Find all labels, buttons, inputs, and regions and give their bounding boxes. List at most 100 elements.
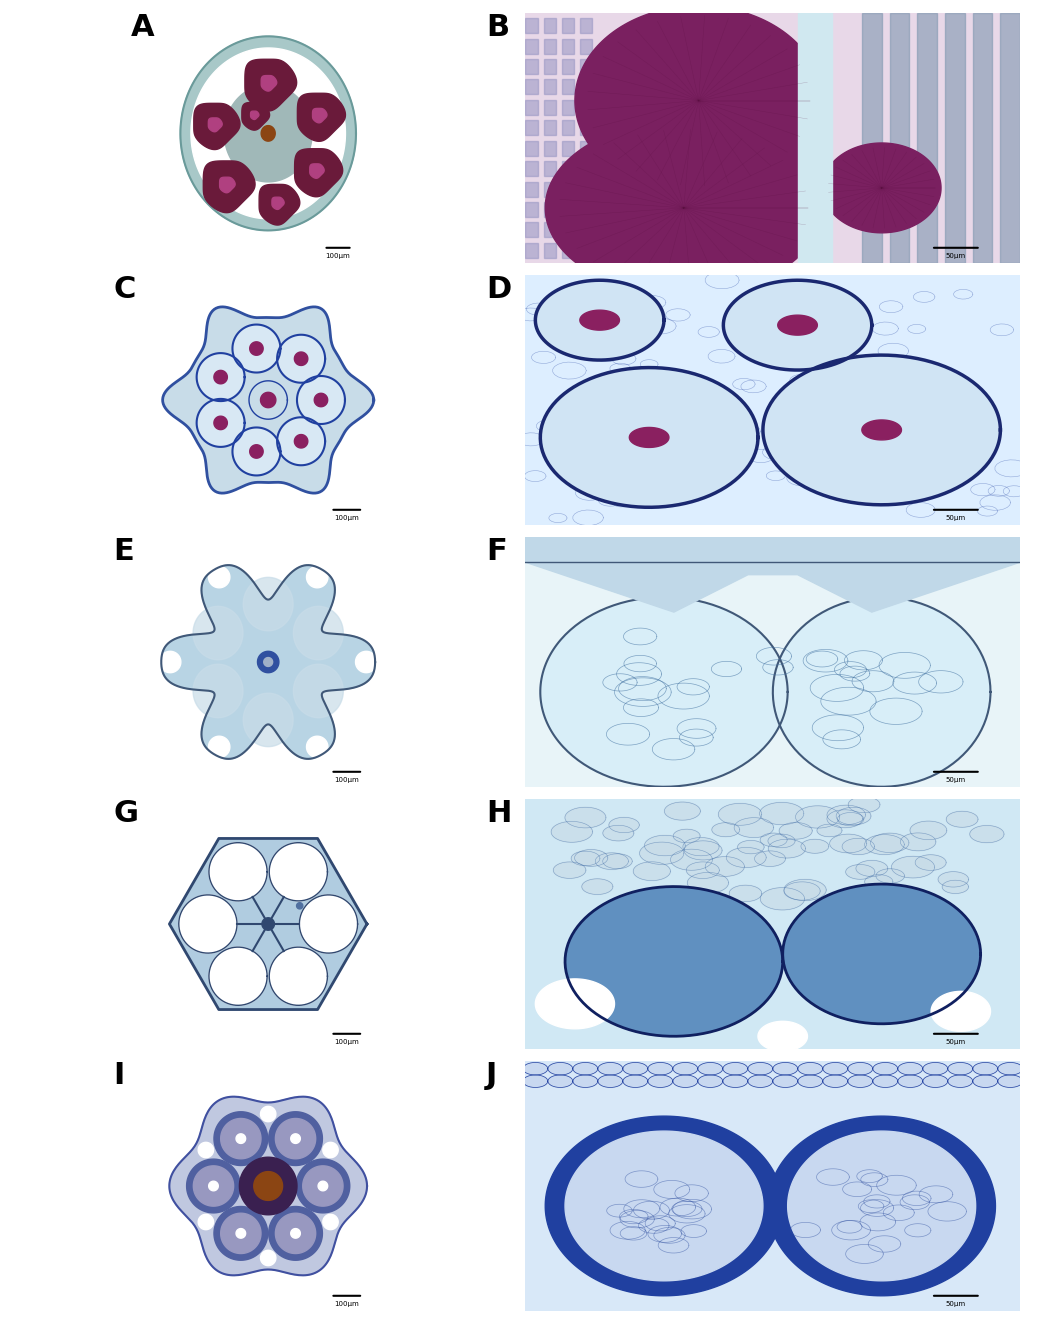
Polygon shape xyxy=(722,1062,747,1075)
Polygon shape xyxy=(523,1062,548,1075)
Text: 50μm: 50μm xyxy=(946,1039,966,1045)
Polygon shape xyxy=(194,103,240,150)
Polygon shape xyxy=(772,597,990,786)
Bar xyxy=(543,120,556,135)
Bar xyxy=(526,120,538,135)
Polygon shape xyxy=(306,736,328,757)
Polygon shape xyxy=(263,658,273,666)
Polygon shape xyxy=(224,85,312,181)
Polygon shape xyxy=(603,825,634,841)
Polygon shape xyxy=(239,1157,297,1215)
Bar xyxy=(526,162,538,176)
Polygon shape xyxy=(734,818,773,838)
Polygon shape xyxy=(948,1062,972,1075)
Polygon shape xyxy=(848,1062,872,1075)
Polygon shape xyxy=(760,887,805,910)
Polygon shape xyxy=(747,1075,772,1087)
Bar xyxy=(580,140,592,156)
Polygon shape xyxy=(323,1214,338,1230)
Bar xyxy=(562,60,574,74)
Polygon shape xyxy=(862,13,882,262)
Polygon shape xyxy=(873,1062,897,1075)
Polygon shape xyxy=(232,428,280,475)
Polygon shape xyxy=(272,197,284,209)
Polygon shape xyxy=(915,855,946,870)
Polygon shape xyxy=(697,1075,722,1087)
Bar xyxy=(526,140,538,156)
Polygon shape xyxy=(526,1062,1020,1311)
Bar xyxy=(526,19,538,33)
Polygon shape xyxy=(737,841,764,854)
Polygon shape xyxy=(303,1166,344,1206)
Polygon shape xyxy=(758,1021,808,1051)
Polygon shape xyxy=(213,371,227,384)
Polygon shape xyxy=(865,834,905,854)
Polygon shape xyxy=(779,822,812,839)
Bar xyxy=(580,120,592,135)
Polygon shape xyxy=(972,13,992,262)
Polygon shape xyxy=(848,1075,872,1087)
Polygon shape xyxy=(822,143,941,233)
Text: G: G xyxy=(113,800,138,829)
Polygon shape xyxy=(162,307,374,493)
Polygon shape xyxy=(269,1206,323,1260)
Polygon shape xyxy=(213,416,227,429)
Text: A: A xyxy=(131,13,154,42)
Text: E: E xyxy=(113,538,134,567)
Polygon shape xyxy=(686,862,719,879)
Polygon shape xyxy=(783,884,981,1023)
Polygon shape xyxy=(180,36,356,230)
Polygon shape xyxy=(257,651,279,673)
Polygon shape xyxy=(193,606,243,659)
Bar xyxy=(580,162,592,176)
Polygon shape xyxy=(208,567,230,588)
Bar xyxy=(526,99,538,115)
Polygon shape xyxy=(314,393,328,406)
Bar xyxy=(562,120,574,135)
Bar xyxy=(526,38,538,53)
Polygon shape xyxy=(526,800,1020,1049)
Polygon shape xyxy=(290,1229,301,1238)
Polygon shape xyxy=(580,310,619,330)
Polygon shape xyxy=(842,838,874,855)
Polygon shape xyxy=(565,887,783,1037)
Text: 100μm: 100μm xyxy=(334,777,359,782)
Polygon shape xyxy=(684,841,722,861)
Polygon shape xyxy=(948,1075,972,1087)
Polygon shape xyxy=(203,162,255,213)
Bar xyxy=(580,79,592,94)
Polygon shape xyxy=(595,853,629,870)
Polygon shape xyxy=(269,1112,323,1165)
Polygon shape xyxy=(582,879,613,895)
Polygon shape xyxy=(572,851,600,866)
Polygon shape xyxy=(573,1062,598,1075)
Polygon shape xyxy=(261,126,275,142)
Polygon shape xyxy=(261,75,277,91)
Bar xyxy=(580,19,592,33)
Bar xyxy=(526,79,538,94)
Polygon shape xyxy=(633,862,670,880)
Bar xyxy=(562,181,574,196)
Polygon shape xyxy=(697,1062,722,1075)
Polygon shape xyxy=(260,1250,276,1266)
Polygon shape xyxy=(297,376,345,424)
Polygon shape xyxy=(197,354,245,401)
Polygon shape xyxy=(827,810,863,828)
Polygon shape xyxy=(295,148,342,197)
Bar xyxy=(526,242,538,258)
Polygon shape xyxy=(639,842,684,865)
Polygon shape xyxy=(856,861,888,876)
Polygon shape xyxy=(232,324,280,372)
Polygon shape xyxy=(236,1229,246,1238)
Bar xyxy=(526,222,538,237)
Bar xyxy=(543,38,556,53)
Polygon shape xyxy=(603,854,632,869)
Text: J: J xyxy=(486,1062,498,1090)
Bar xyxy=(543,79,556,94)
Polygon shape xyxy=(259,184,300,225)
Bar xyxy=(562,38,574,53)
Polygon shape xyxy=(623,1062,648,1075)
Polygon shape xyxy=(648,1062,672,1075)
Bar xyxy=(580,203,592,217)
Polygon shape xyxy=(244,694,294,747)
